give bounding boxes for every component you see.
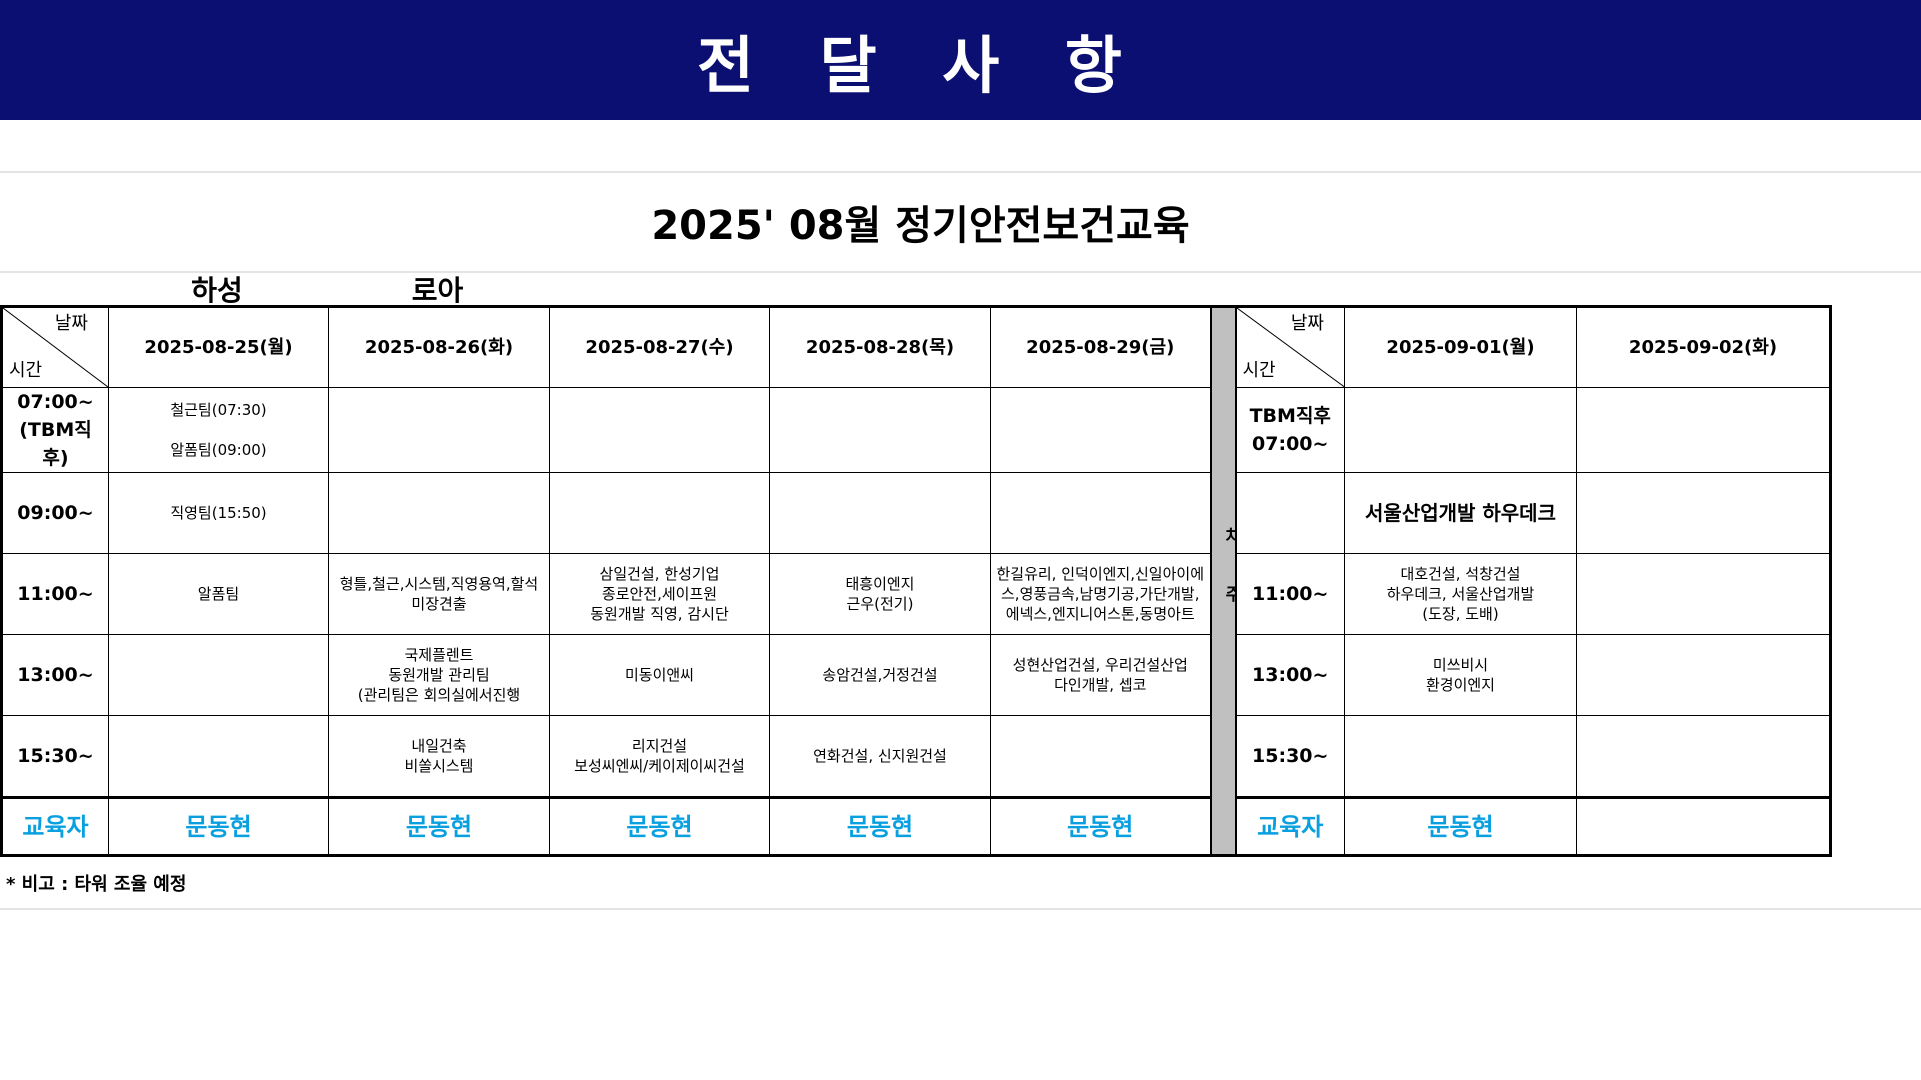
instructor-name: 문동현 <box>1344 796 1577 857</box>
schedule-cell <box>328 387 550 473</box>
date-header-row: 날짜 시간 2025-08-25(월) 2025-08-26(화) 2025-08-27… <box>1 306 1831 856</box>
schedule-cell <box>108 715 329 798</box>
time-slot: TBM직후 07:00~ <box>1235 387 1345 473</box>
separator-label: 차 주 <box>1224 508 1234 624</box>
schedule-cell <box>1576 387 1831 473</box>
time-slot: 09:00~ <box>1 472 109 554</box>
gridline <box>0 908 1921 910</box>
schedule-cell <box>1576 715 1831 798</box>
schedule-cell <box>990 715 1211 798</box>
time-label: 시간 <box>9 360 43 381</box>
schedule-cell: 내일건축 비쏠시스템 <box>328 715 550 798</box>
schedule-cell: 연화건설, 신지원건설 <box>769 715 991 798</box>
time-slot: 11:00~ <box>1235 553 1345 635</box>
schedule-cell <box>1576 472 1831 554</box>
instructor-name <box>1576 796 1831 857</box>
date-header: 2025-08-25(월) <box>108 306 329 388</box>
schedule-cell <box>108 634 329 716</box>
date-header: 2025-08-28(목) <box>769 306 991 388</box>
remark-note: * 비고 : 타워 조율 예정 <box>6 874 187 895</box>
header-banner: 전 달 사 항 <box>0 0 1921 120</box>
instructor-label: 교육자 <box>1235 796 1345 857</box>
instructor-label: 교육자 <box>1 796 109 857</box>
date-header: 2025-09-02(화) <box>1576 306 1831 388</box>
banner-title: 전 달 사 항 <box>697 29 1144 102</box>
diagonal-line <box>3 308 108 387</box>
date-header: 2025-08-27(수) <box>549 306 770 388</box>
schedule-title: 2025' 08월 정기안전보건교육 <box>651 203 1190 249</box>
gridline <box>0 171 1921 173</box>
schedule-cell <box>328 472 550 554</box>
gridline <box>0 271 1921 273</box>
time-slot-row: 13:00~ 국제플렌트 동원개발 관리팀 (관리팀은 회의실에서진행 미동이앤씨 송… <box>1 634 1831 716</box>
schedule-cell: 미동이앤씨 <box>549 634 770 716</box>
schedule-cell: 형틀,철근,시스템,직영용역,할석 미장견출 <box>328 553 550 635</box>
schedule-cell <box>1344 715 1577 798</box>
time-slot: 11:00~ <box>1 553 109 635</box>
schedule-cell: 한길유리, 인덕이엔지,신일아이에스,영풍금속,남명기공,가단개발,에넥스,엔지… <box>990 553 1211 635</box>
time-label: 시간 <box>1242 360 1276 381</box>
schedule-cell <box>549 387 770 473</box>
schedule-cell <box>990 387 1211 473</box>
schedule-cell: 철근팀(07:30) 알폼팀(09:00) <box>108 387 329 473</box>
date-label: 날짜 <box>1290 313 1324 334</box>
time-slot: 07:00~ (TBM직후) <box>1 387 109 473</box>
schedule-cell: 알폼팀 <box>108 553 329 635</box>
time-slot: 15:30~ <box>1 715 109 798</box>
schedule-cell: 삼일건설, 한성기업 종로안전,세이프원 동원개발 직영, 감시단 <box>549 553 770 635</box>
instructor-name: 문동현 <box>990 796 1211 857</box>
schedule-cell: 서울산업개발 하우데크 <box>1344 472 1577 554</box>
date-header: 2025-08-26(화) <box>328 306 550 388</box>
schedule-cell: 대호건설, 석창건설 하우데크, 서울산업개발 (도장, 도배) <box>1344 553 1577 635</box>
sub-label-roa: 로아 <box>411 273 464 307</box>
time-slot <box>1235 472 1345 554</box>
schedule-cell <box>549 472 770 554</box>
instructor-name: 문동현 <box>328 796 550 857</box>
diagonal-line <box>1237 308 1345 387</box>
sub-label-haseong: 하성 <box>191 273 243 307</box>
time-slot: 13:00~ <box>1 634 109 716</box>
time-slot: 15:30~ <box>1235 715 1345 798</box>
instructor-row: 교육자 문동현 문동현 문동현 문동현 문동현 교육자 문동현 <box>1 796 1831 857</box>
schedule-cell <box>1576 634 1831 716</box>
time-slot-row: 15:30~ 내일건축 비쏠시스템 리지건설 보성씨엔씨/케이제이씨건설 연화건설, … <box>1 715 1831 798</box>
schedule-cell <box>769 387 991 473</box>
schedule-cell: 국제플렌트 동원개발 관리팀 (관리팀은 회의실에서진행 <box>328 634 550 716</box>
date-label: 날짜 <box>54 313 88 334</box>
schedule-cell <box>769 472 991 554</box>
schedule-cell: 태흥이엔지 근우(전기) <box>769 553 991 635</box>
time-slot: 13:00~ <box>1235 634 1345 716</box>
schedule-cell <box>1576 553 1831 635</box>
schedule-table: 날짜 시간 2025-08-25(월) 2025-08-26(화) 2025-08-27… <box>0 305 1832 857</box>
schedule-cell <box>990 472 1211 554</box>
date-header: 2025-08-29(금) <box>990 306 1211 388</box>
schedule-cell <box>1344 387 1577 473</box>
time-slot-row: 09:00~ 직영팀(15:50) 서울산업개발 하우데크 <box>1 472 1831 554</box>
time-slot-row: 07:00~ (TBM직후) 철근팀(07:30) 알폼팀(09:00) TBM직후… <box>1 387 1831 473</box>
instructor-name: 문동현 <box>769 796 991 857</box>
schedule-cell: 성현산업건설, 우리건설산업 다인개발, 셉코 <box>990 634 1211 716</box>
instructor-name: 문동현 <box>108 796 329 857</box>
schedule-cell: 미쓰비시 환경이엔지 <box>1344 634 1577 716</box>
instructor-name: 문동현 <box>549 796 770 857</box>
next-week-separator: 차 주 <box>1209 306 1237 856</box>
schedule-cell: 송암건설,거정건설 <box>769 634 991 716</box>
schedule-cell: 직영팀(15:50) <box>108 472 329 554</box>
time-slot-row: 11:00~ 알폼팀 형틀,철근,시스템,직영용역,할석 미장견출 삼일건설, 한성기… <box>1 553 1831 635</box>
schedule-cell: 리지건설 보성씨엔씨/케이제이씨건설 <box>549 715 770 798</box>
date-header: 2025-09-01(월) <box>1344 306 1577 388</box>
